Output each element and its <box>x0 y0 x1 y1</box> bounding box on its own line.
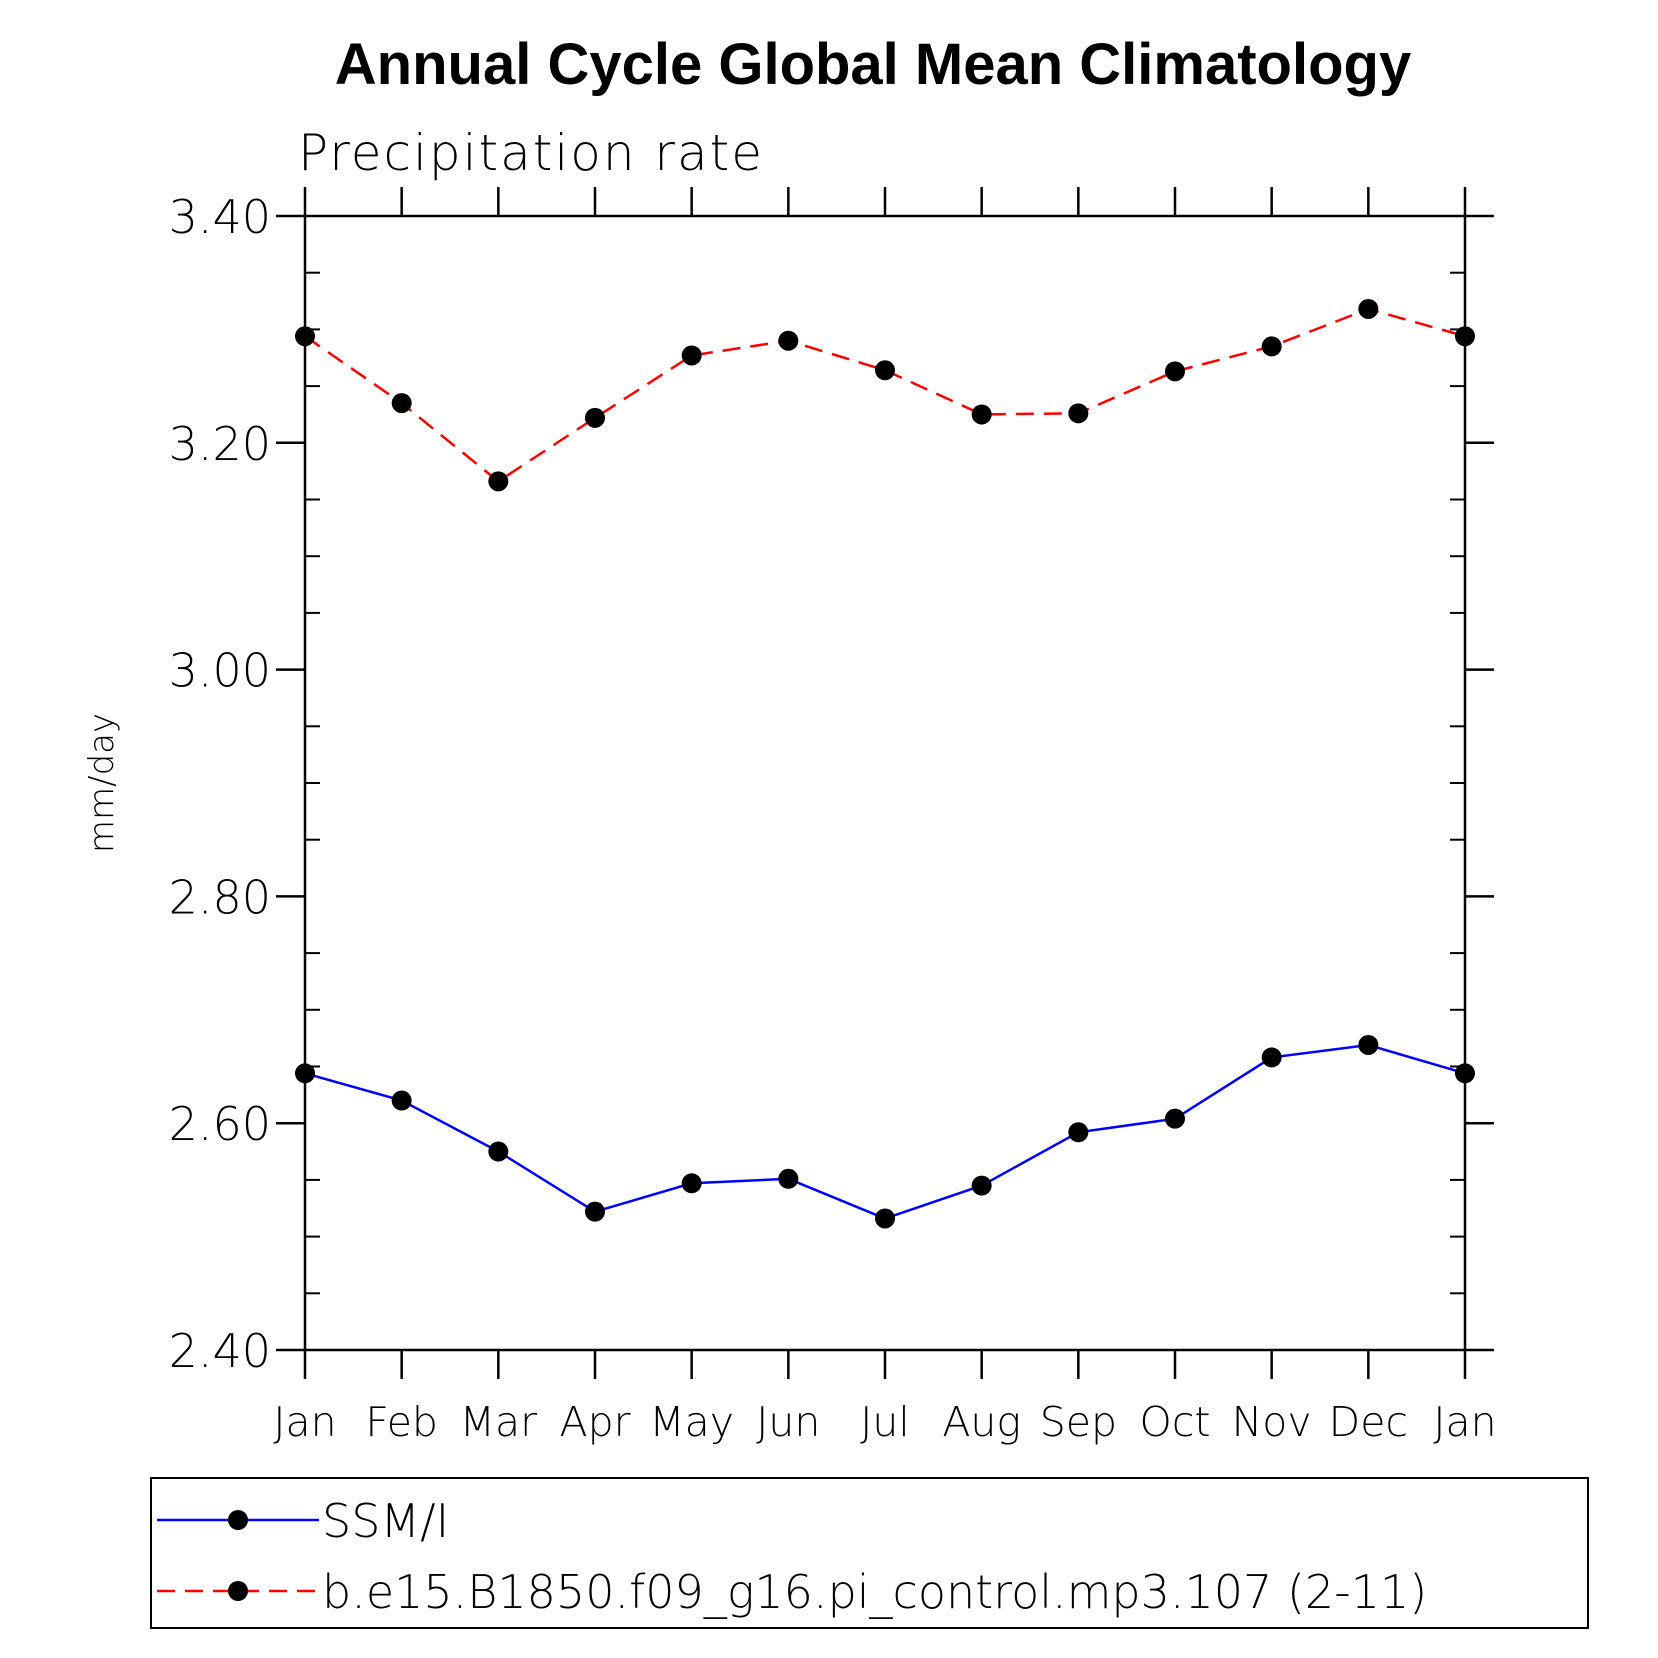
data-point <box>681 345 702 366</box>
data-point <box>1358 1034 1379 1055</box>
y-tick-label: 2.40 <box>169 1324 271 1378</box>
data-point <box>971 1175 992 1196</box>
y-tick-label: 3.40 <box>169 190 271 244</box>
y-tick-label: 3.20 <box>169 417 271 471</box>
x-tick-label: Dec <box>1329 1398 1408 1446</box>
x-tick-label: Sep <box>1040 1398 1117 1446</box>
series-line-0 <box>304 1043 1466 1220</box>
chart-title: Annual Cycle Global Mean Climatology <box>335 32 1411 97</box>
data-point <box>295 1063 315 1084</box>
legend-label: b.e15.B1850.f09_g16.pi_control.mp3.107 (… <box>322 1565 1427 1619</box>
data-point <box>875 1208 895 1229</box>
data-point <box>875 360 895 381</box>
x-tick-label: Aug <box>942 1398 1021 1446</box>
data-point <box>1068 1122 1089 1143</box>
plot-frame <box>303 214 1467 1352</box>
data-point <box>1261 1047 1282 1068</box>
x-tick-label: May <box>649 1398 734 1446</box>
legend-box <box>150 1477 1589 1629</box>
data-point <box>391 1090 412 1111</box>
y-axis-label: mm/day <box>82 713 122 853</box>
x-tick-label: Apr <box>560 1398 631 1446</box>
x-tick-label: Nov <box>1232 1398 1312 1446</box>
data-point <box>1455 1063 1475 1084</box>
data-point <box>1165 361 1185 382</box>
x-tick-label: Jul <box>860 1398 909 1446</box>
data-point <box>1261 336 1282 357</box>
data-point <box>971 404 992 425</box>
x-tick-label: Mar <box>460 1398 537 1446</box>
x-tick-label: Jun <box>756 1398 820 1446</box>
data-point <box>585 407 605 428</box>
x-tick-label: Oct <box>1140 1398 1211 1446</box>
data-point <box>488 471 509 492</box>
y-tick-label: 3.00 <box>169 644 271 698</box>
legend-swatch-marker <box>228 1510 248 1530</box>
data-point <box>585 1201 605 1222</box>
data-point <box>1455 326 1475 347</box>
x-tick-label: Feb <box>365 1398 438 1446</box>
data-point <box>1165 1108 1185 1129</box>
x-tick-label: Jan <box>273 1398 336 1446</box>
data-point <box>778 1168 799 1189</box>
data-point <box>778 330 799 351</box>
data-point <box>681 1173 702 1194</box>
axes: 2.40 2.60 2.80 3.00 3.20 3.40 Jan Feb Mar Apr May J… <box>169 187 1497 1446</box>
series-line-1 <box>304 307 1466 483</box>
data-point <box>1358 298 1379 319</box>
legend: SSM/I b.e15.B1850.f09_g16.pi_control.mp3.… <box>150 1477 1589 1629</box>
y-tick-label: 2.80 <box>169 870 271 924</box>
chart-subtitle: Precipitation rate <box>298 124 764 182</box>
data-point <box>1068 403 1089 424</box>
y-tick-label: 2.60 <box>169 1097 271 1151</box>
data-point <box>295 326 315 347</box>
data-point <box>488 1141 509 1162</box>
legend-label: SSM/I <box>322 1494 449 1548</box>
legend-swatch-marker <box>228 1581 248 1601</box>
series-lines <box>295 298 1475 1229</box>
x-tick-label: Jan <box>1433 1398 1496 1446</box>
data-point <box>391 393 412 414</box>
